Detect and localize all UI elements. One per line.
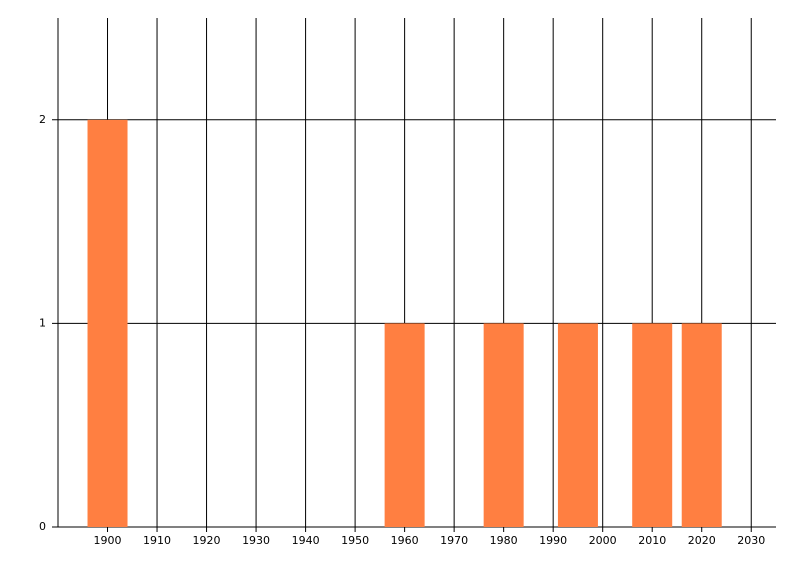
x-tick-label: 2030 <box>737 534 765 547</box>
x-tick-label: 1910 <box>143 534 171 547</box>
x-tick-label: 1930 <box>242 534 270 547</box>
x-tick-label: 2010 <box>638 534 666 547</box>
bar <box>632 323 673 527</box>
x-tick-label: 1900 <box>94 534 122 547</box>
x-tick-label: 1920 <box>193 534 221 547</box>
x-tick-label: 2020 <box>688 534 716 547</box>
bar <box>87 119 128 528</box>
x-tick-label: 1990 <box>539 534 567 547</box>
y-tick-label: 2 <box>39 113 46 126</box>
x-tick-label: 1980 <box>490 534 518 547</box>
x-tick-label: 1970 <box>440 534 468 547</box>
bar <box>384 323 425 527</box>
x-tick-label: 1960 <box>391 534 419 547</box>
bar <box>483 323 524 527</box>
x-tick-label: 1940 <box>292 534 320 547</box>
bar <box>681 323 722 527</box>
x-tick-label: 1950 <box>341 534 369 547</box>
bar <box>557 323 598 527</box>
y-tick-label: 1 <box>39 316 46 329</box>
y-tick-label: 0 <box>39 520 46 533</box>
x-tick-label: 2000 <box>589 534 617 547</box>
